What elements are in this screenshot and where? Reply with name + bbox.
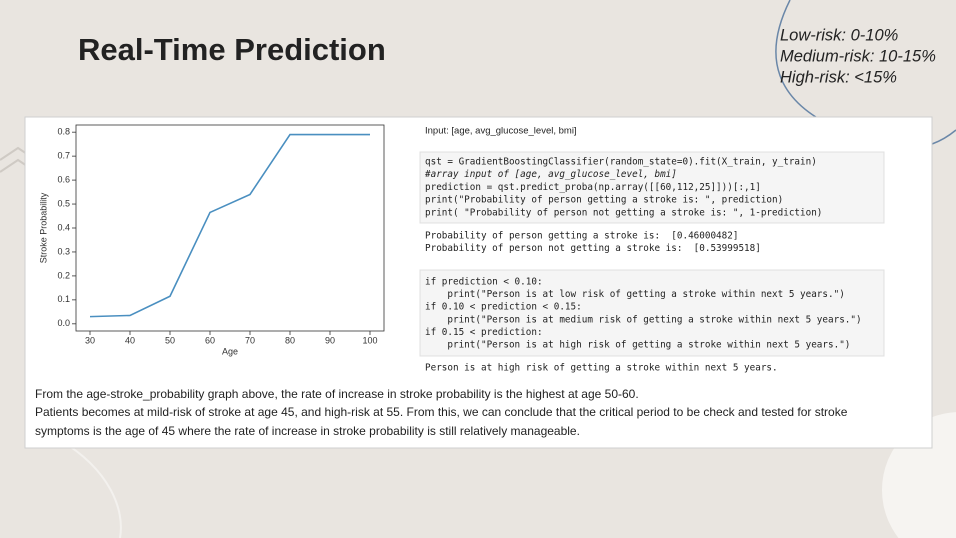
x-tick-label: 90 [325,335,335,345]
risk-note: Medium-risk: 10-15% [780,47,936,65]
curve-decoration [59,439,122,538]
x-tick-label: 80 [285,335,295,345]
x-tick-label: 70 [245,335,255,345]
input-note: Input: [age, avg_glucose_level, bmi] [425,126,577,137]
y-tick-label: 0.4 [57,222,70,232]
code-line: print("Person is at low risk of getting … [425,289,845,300]
risk-note: Low-risk: 0-10% [780,26,898,44]
code-line: print("Probability of person getting a s… [425,195,783,206]
code-line: prediction = qst.predict_proba(np.array(… [425,182,761,193]
conclusion-line: symptoms is the age of 45 where the rate… [35,424,580,438]
y-tick-label: 0.7 [57,151,70,161]
y-tick-label: 0.8 [57,127,70,137]
x-tick-label: 40 [125,335,135,345]
code-cell [419,151,885,224]
code-line: if 0.15 < prediction: [425,327,543,338]
code-line: qst = GradientBoostingClassifier(random_… [425,157,817,168]
code-line: if prediction < 0.10: [425,277,543,288]
code-line: #array input of [age, avg_glucose_level,… [424,169,677,180]
code-line: Person is at high risk of getting a stro… [425,363,778,374]
code-line: print( "Probability of person not gettin… [425,207,822,218]
slide-title: Real-Time Prediction [78,32,386,67]
x-tick-label: 100 [362,335,377,345]
code-line: Probability of person not getting a stro… [425,243,761,254]
code-cell [419,269,885,357]
x-tick-label: 30 [85,335,95,345]
risk-note: High-risk: <15% [780,68,897,86]
code-panel: qst = GradientBoostingClassifier(random_… [424,157,862,374]
conclusion-line: Patients becomes at mild-risk of stroke … [35,405,848,419]
code-line: if 0.10 < prediction < 0.15: [425,302,582,313]
y-tick-label: 0.6 [57,174,70,184]
code-line: Probability of person getting a stroke i… [425,231,738,242]
y-tick-label: 0.0 [57,318,70,328]
x-tick-label: 60 [205,335,215,345]
y-tick-label: 0.5 [57,198,70,208]
code-line: print("Person is at medium risk of getti… [425,314,862,325]
conclusion-line: From the age-stroke_probability graph ab… [35,387,639,401]
chart: 0.0 0.1 0.2 0.3 0.4 0.5 0.6 0.7 0.8 30 40 50 60 70 80 9… [38,124,385,356]
y-tick-label: 0.1 [57,294,70,304]
data-line [89,133,370,318]
code-line: print("Person is at high risk of getting… [425,340,850,351]
y-tick-label: 0.3 [57,246,70,256]
x-axis-label: Age [222,346,238,356]
y-axis-label: Stroke Probability [38,192,48,263]
y-tick-label: 0.2 [57,270,70,280]
x-tick-label: 50 [165,335,175,345]
